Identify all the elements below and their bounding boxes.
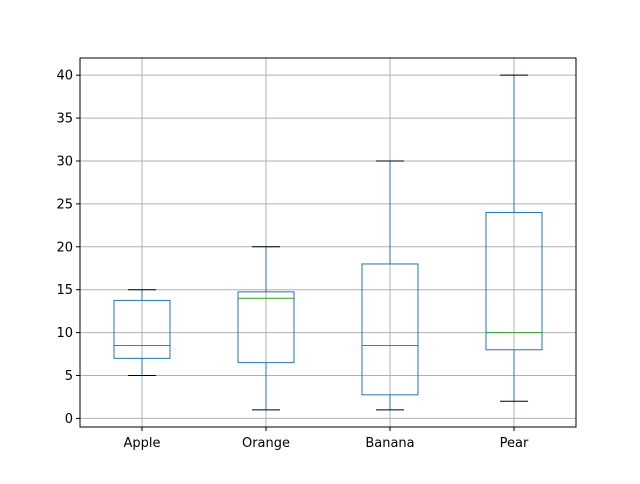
y-tick-label: 0 xyxy=(65,412,73,427)
y-tick-label: 35 xyxy=(56,112,73,127)
y-tick-label: 40 xyxy=(56,69,73,84)
x-tick-label: Pear xyxy=(500,436,529,451)
grid-layer xyxy=(80,58,576,427)
y-tick-label: 25 xyxy=(56,197,73,212)
box-banana xyxy=(361,160,419,411)
y-tick-label: 15 xyxy=(56,283,73,298)
iqr-box xyxy=(361,263,419,396)
y-tick-label: 20 xyxy=(56,240,73,255)
y-tick-label: 5 xyxy=(65,369,73,384)
y-tick-label: 30 xyxy=(56,154,73,169)
y-tick-label: 10 xyxy=(56,326,73,341)
tick-layer: 0 5 10 15 20 25 30 35 40 Apple Orange Banana Pear xyxy=(56,69,529,451)
x-tick-label: Banana xyxy=(365,436,414,451)
iqr-box xyxy=(237,291,295,364)
box-orange xyxy=(237,246,295,411)
box-apple xyxy=(113,289,171,377)
box-layer xyxy=(113,74,543,411)
x-tick-label: Orange xyxy=(242,436,290,451)
plot-area-frame xyxy=(79,57,577,428)
x-tick-label: Apple xyxy=(123,436,160,451)
iqr-box xyxy=(485,211,543,351)
box-pear xyxy=(485,74,543,402)
iqr-box xyxy=(113,299,171,359)
